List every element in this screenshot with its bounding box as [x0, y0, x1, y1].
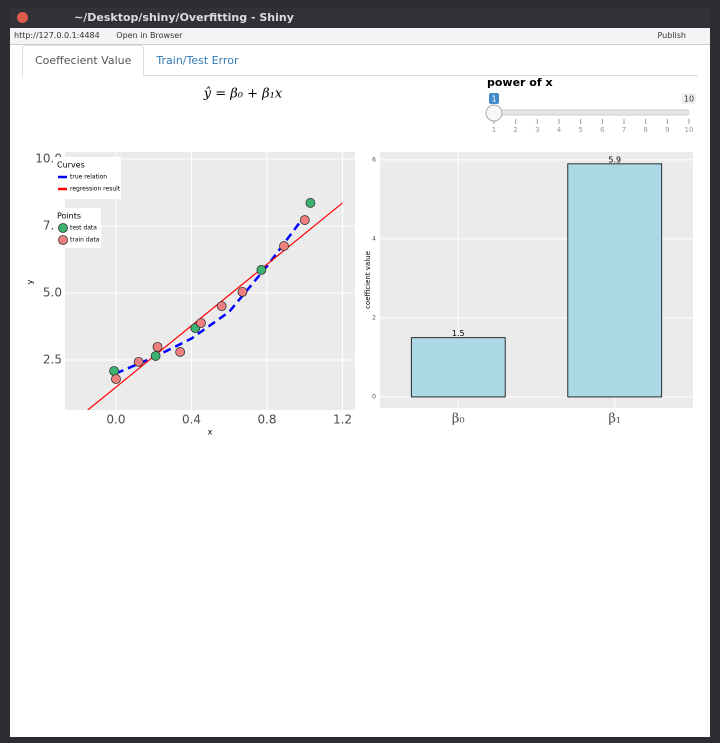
y-tick-label: 0 — [372, 393, 376, 400]
legend-key — [58, 235, 68, 245]
point — [237, 287, 248, 297]
url[interactable]: http://127.0.0.1:4484 — [14, 31, 100, 40]
slider-handle[interactable] — [485, 104, 503, 122]
slider-tick-label: 1 — [492, 126, 496, 134]
slider-track — [493, 109, 690, 116]
close-button[interactable] — [17, 12, 28, 23]
point — [111, 374, 121, 384]
slider-tick-label: 8 — [643, 126, 647, 134]
slider-tick-label: 2 — [513, 126, 517, 134]
slider-tick-label: 3 — [535, 126, 539, 134]
y-axis-title: coefficient value — [364, 251, 372, 309]
y-tick-label: 4 — [372, 235, 376, 242]
x-tick-label: 0.8 — [257, 413, 276, 427]
legend-title: Points — [57, 212, 81, 221]
slider-value: 1 — [491, 95, 496, 104]
bar-label: 1.5 — [452, 329, 465, 338]
point — [279, 241, 289, 251]
formula: ŷ = β₀ + β₁x — [203, 87, 283, 102]
tab-bar: Coeffecient Value Train/Test Error — [22, 45, 698, 77]
bar — [410, 337, 506, 398]
point — [133, 356, 144, 367]
point — [109, 366, 119, 376]
legend-label: regression result — [70, 186, 121, 193]
slider-tick-label: 5 — [578, 126, 582, 134]
y-tick-label: 6 — [372, 156, 376, 163]
point — [305, 198, 316, 208]
tab[interactable]: Coeffecient Value — [22, 45, 145, 77]
slider-max: 10 — [684, 95, 694, 104]
curve — [87, 202, 343, 410]
x-tick-label: β₁ — [608, 412, 621, 427]
legend-label: train data — [70, 237, 100, 244]
legend-label: true relation — [70, 174, 107, 181]
open-in-browser[interactable]: Open in Browser — [116, 31, 183, 40]
slider-label: power of x — [487, 76, 553, 89]
y-tick-label: 2 — [372, 314, 376, 321]
x-tick-label: 0.0 — [106, 413, 125, 427]
legend-title: Curves — [57, 161, 85, 170]
x-tick-label: β₀ — [452, 412, 465, 427]
slider-max-badge — [682, 93, 696, 104]
publish-button[interactable]: Publish — [657, 31, 686, 40]
y-axis-title: y — [26, 279, 35, 284]
legend-label: test data — [70, 225, 97, 232]
bar-label: 5.9 — [608, 155, 621, 164]
point — [150, 351, 161, 361]
tab[interactable]: Train/Test Error — [156, 54, 239, 67]
toolbar: http://127.0.0.1:4484 Open in Browser Pu… — [10, 28, 710, 45]
y-tick-label: 5.0 — [43, 285, 62, 299]
slider-tick-label: 9 — [665, 126, 669, 134]
slider-value-badge — [489, 93, 499, 104]
curve — [115, 222, 301, 375]
point — [299, 215, 310, 225]
point — [216, 301, 227, 312]
slider-tick-label: 7 — [622, 126, 626, 134]
window-title: ~/Desktop/shiny/Overfitting - Shiny — [74, 11, 294, 24]
y-tick-label: 2.5 — [43, 352, 62, 366]
slider-tick-label: 6 — [600, 126, 605, 134]
legend-key — [58, 223, 68, 233]
x-tick-label: 1.2 — [333, 413, 352, 427]
point — [256, 265, 267, 275]
point — [196, 318, 206, 328]
x-axis-title: x — [208, 428, 213, 437]
title-bar: ~/Desktop/shiny/Overfitting - Shiny — [10, 8, 710, 28]
slider-tick-label: 4 — [557, 126, 562, 134]
bar — [567, 163, 663, 398]
point — [175, 347, 186, 357]
x-tick-label: 0.4 — [182, 413, 201, 427]
slider-tick-label: 10 — [685, 126, 694, 134]
point — [152, 341, 163, 352]
